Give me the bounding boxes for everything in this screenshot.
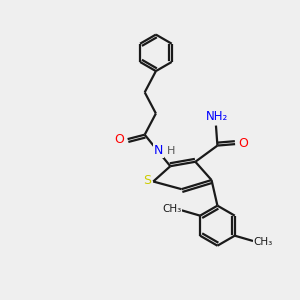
Text: NH₂: NH₂ <box>206 110 229 123</box>
Text: O: O <box>114 133 124 146</box>
Text: H: H <box>167 146 175 156</box>
Text: CH₃: CH₃ <box>253 238 272 248</box>
Text: O: O <box>238 137 248 150</box>
Text: CH₃: CH₃ <box>163 204 182 214</box>
Text: N: N <box>154 144 163 157</box>
Text: S: S <box>143 173 151 187</box>
